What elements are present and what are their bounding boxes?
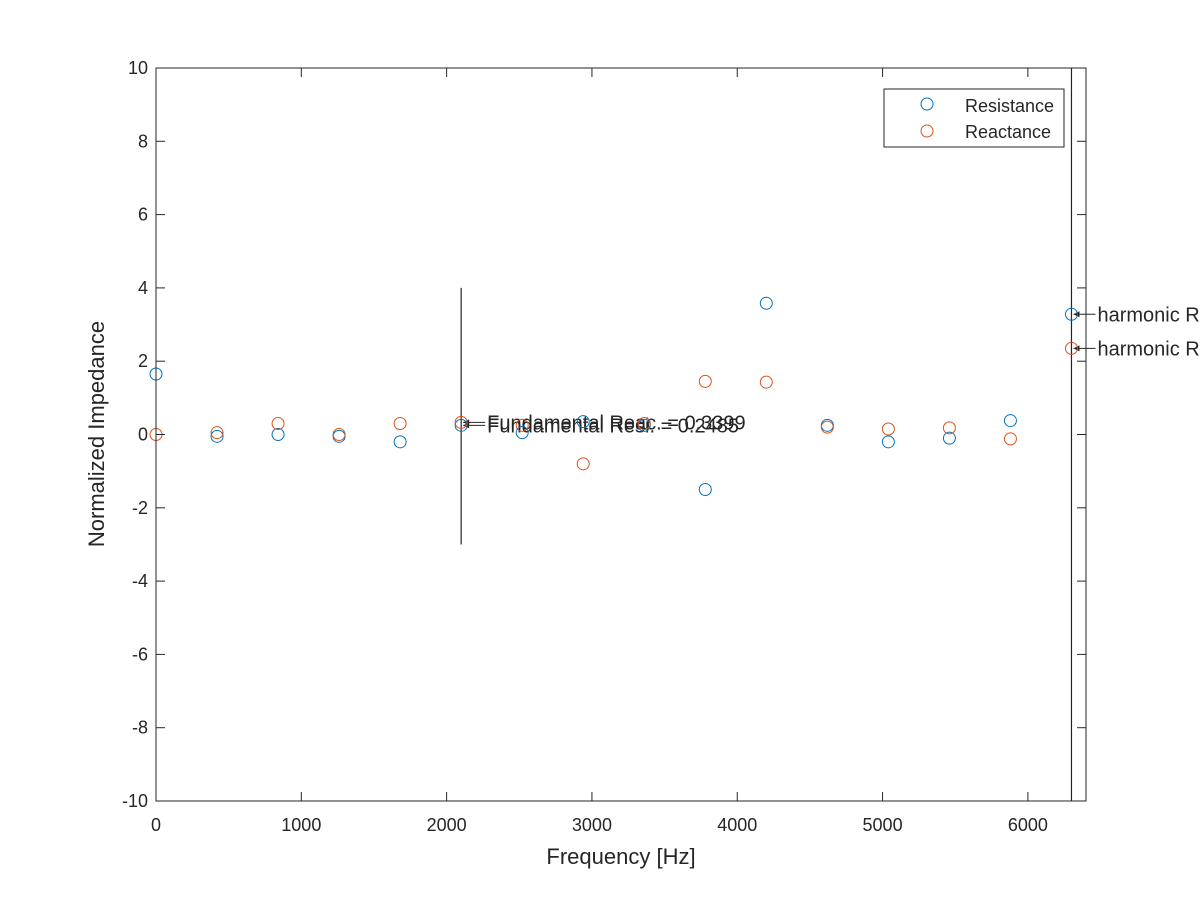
x-tick-label: 5000 <box>863 815 903 835</box>
point-reactance <box>210 426 224 440</box>
point-reactance <box>698 374 712 388</box>
x-tick-label: 6000 <box>1008 815 1048 835</box>
y-axis-label: Normalized Impedance <box>84 321 109 547</box>
x-tick-label: 0 <box>151 815 161 835</box>
y-axis: -10 -8 -6 -4 -2 0 2 4 6 8 10 <box>122 58 1086 811</box>
point-reactance <box>332 428 346 441</box>
annotation-label: Fundamental Reac. = 0.3399 <box>487 412 746 434</box>
y-tick-label: 2 <box>138 351 148 371</box>
y-tick-label: -2 <box>132 498 148 518</box>
point-reactance <box>881 422 895 436</box>
point-resistance <box>1003 414 1017 428</box>
x-tick-label: 4000 <box>717 815 757 835</box>
annotation-label: harmonic R <box>1097 304 1199 326</box>
point-reactance <box>1003 432 1017 446</box>
legend-marker-reactance <box>920 124 934 138</box>
point-reactance <box>942 421 956 435</box>
legend-box <box>883 88 1065 148</box>
y-tick-label: -10 <box>122 791 148 811</box>
legend-marker-resistance <box>920 97 934 111</box>
x-axis: 0 1000 2000 3000 4000 5000 6000 <box>151 68 1048 835</box>
legend: Resistance Reactance <box>883 88 1065 148</box>
point-resistance <box>271 428 285 441</box>
y-tick-label: 6 <box>138 205 148 225</box>
point-reactance <box>820 420 834 434</box>
point-resistance <box>515 426 529 440</box>
point-reactance <box>1064 341 1078 355</box>
annotation-arrowhead <box>1073 311 1080 318</box>
legend-label-reactance: Reactance <box>965 122 1051 142</box>
plot-area <box>156 68 1086 801</box>
point-reactance <box>393 417 407 431</box>
annotation-label: harmonic R <box>1097 338 1199 360</box>
y-tick-label: 8 <box>138 131 148 151</box>
annotation-label: Fundamental Resi. = 0.2485 <box>487 415 739 437</box>
data-markers <box>149 296 1078 496</box>
point-reactance <box>576 457 590 471</box>
point-reactance <box>515 418 529 432</box>
x-axis-label: Frequency [Hz] <box>546 844 695 869</box>
point-resistance <box>881 435 895 449</box>
point-resistance <box>576 415 590 429</box>
y-tick-label: -4 <box>132 571 148 591</box>
legend-label-resistance: Resistance <box>965 96 1054 116</box>
point-resistance <box>210 429 224 443</box>
annotation-arrowhead <box>1073 345 1080 352</box>
y-tick-label: 0 <box>138 425 148 445</box>
y-tick-label: -6 <box>132 644 148 664</box>
point-reactance <box>637 417 651 431</box>
y-tick-label: 10 <box>128 58 148 78</box>
point-resistance <box>393 435 407 449</box>
point-reactance <box>271 417 285 431</box>
point-resistance <box>454 418 468 432</box>
x-tick-label: 1000 <box>281 815 321 835</box>
y-tick-label: -8 <box>132 718 148 738</box>
x-tick-label: 3000 <box>572 815 612 835</box>
point-reactance <box>759 375 773 389</box>
point-resistance <box>1064 307 1078 321</box>
point-reactance <box>454 415 468 429</box>
x-tick-label: 2000 <box>427 815 467 835</box>
point-resistance <box>759 296 773 310</box>
point-resistance <box>698 482 712 496</box>
y-tick-label: 4 <box>138 278 148 298</box>
point-resistance <box>942 431 956 445</box>
